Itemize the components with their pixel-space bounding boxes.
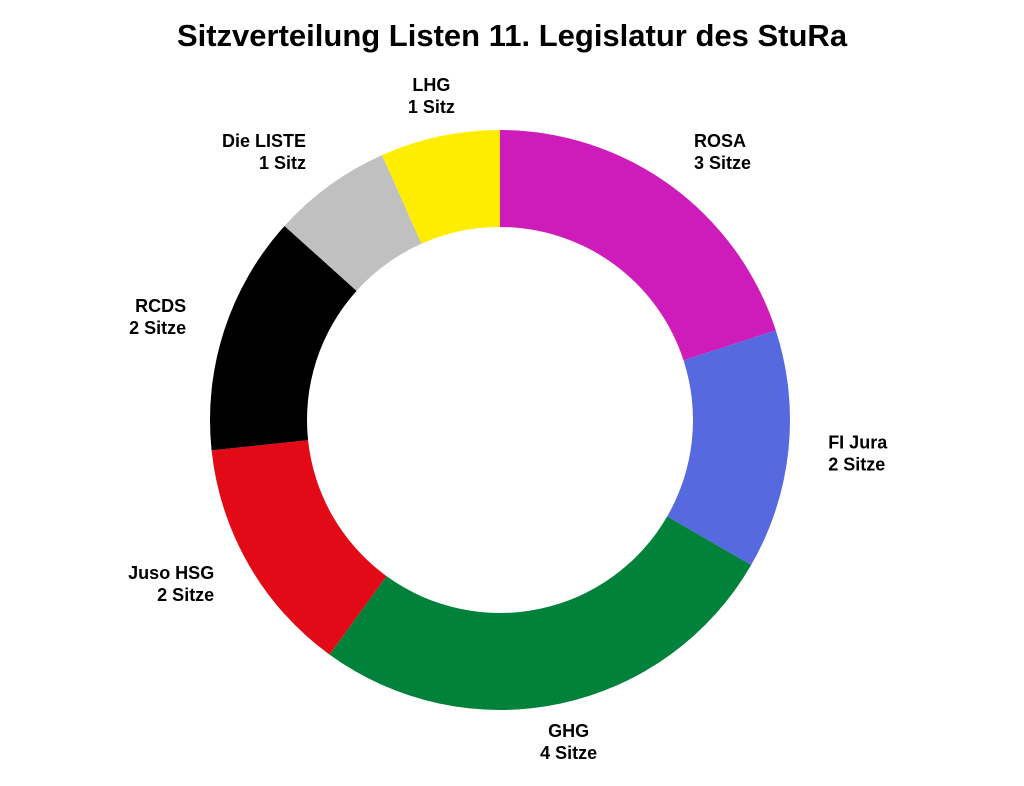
label-value: 2 Sitze <box>157 585 214 605</box>
label-value: 1 Sitz <box>259 153 306 173</box>
label-die-liste: Die LISTE 1 Sitz <box>222 131 306 173</box>
chart-title: Sitzverteilung Listen 11. Legislatur des… <box>176 18 848 53</box>
slice-ghg <box>329 516 752 710</box>
label-value: 3 Sitze <box>694 153 751 173</box>
label-name: GHG <box>548 721 589 741</box>
label-name: Die LISTE <box>222 131 306 151</box>
label-rcds: RCDS 2 Sitze <box>129 296 186 338</box>
label-juso-hsg: Juso HSG 2 Sitze <box>128 563 214 605</box>
label-name: FI Jura <box>828 432 888 452</box>
label-value: 1 Sitz <box>408 97 455 117</box>
label-value: 2 Sitze <box>828 454 885 474</box>
slice-rosa <box>500 130 776 361</box>
label-ghg: GHG 4 Sitze <box>540 721 597 763</box>
label-rosa: ROSA 3 Sitze <box>694 131 751 173</box>
label-value: 4 Sitze <box>540 743 597 763</box>
label-name: ROSA <box>694 131 746 151</box>
slice-die-liste <box>284 155 422 291</box>
slice-fi-jura <box>667 330 790 565</box>
slice-rcds <box>210 225 357 451</box>
label-name: LHG <box>412 75 450 95</box>
label-lhg: LHG 1 Sitz <box>408 75 455 117</box>
slice-lhg <box>382 130 500 244</box>
label-name: Juso HSG <box>128 563 214 583</box>
slice-juso-hsg <box>211 440 387 655</box>
label-fi-jura: FI Jura 2 Sitze <box>828 432 888 474</box>
donut-slices <box>210 130 790 710</box>
label-name: RCDS <box>135 296 186 316</box>
label-value: 2 Sitze <box>129 318 186 338</box>
